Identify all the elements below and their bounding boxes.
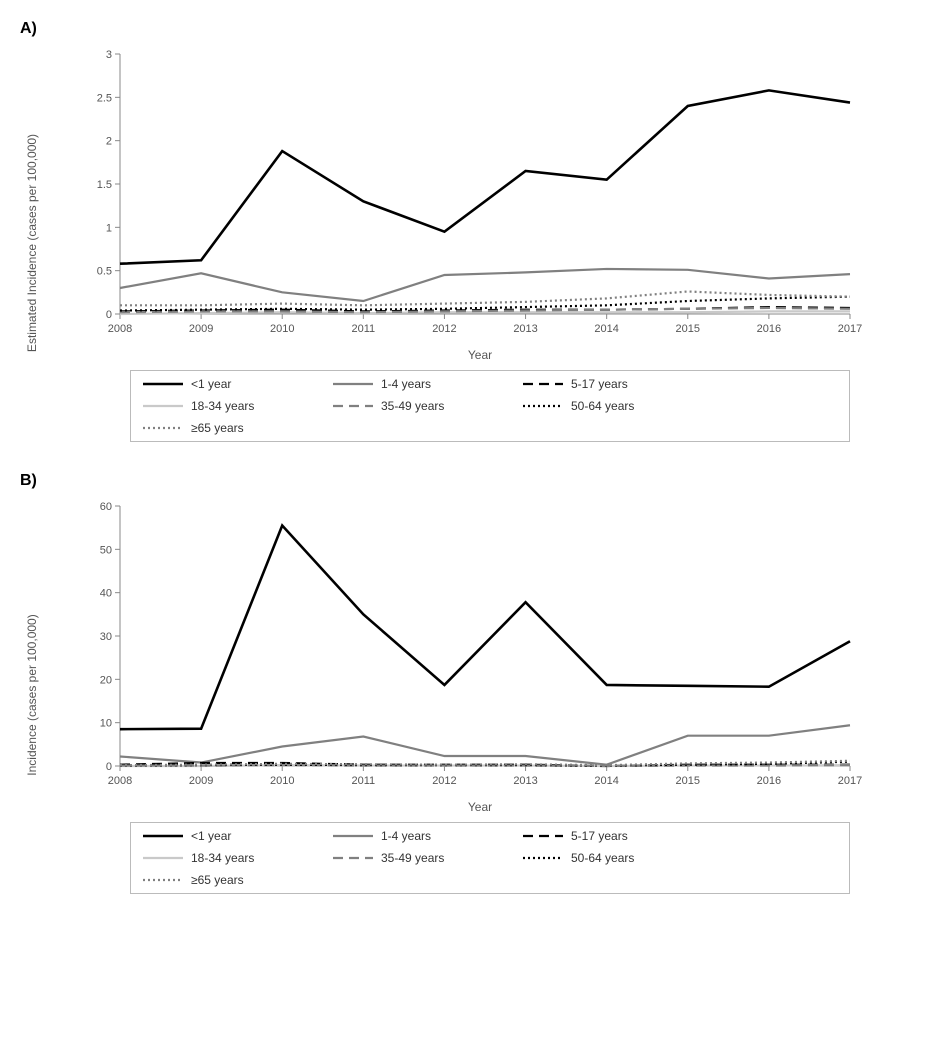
- chart-b-xlabel: Year: [50, 800, 910, 814]
- svg-text:2: 2: [106, 136, 112, 148]
- legend-item: 5-17 years: [523, 377, 673, 391]
- chart-a-svg: 0 0.5 1 1.5 2 2.5 3 2008 2009 2010 2011 2012 2013 201…: [50, 44, 870, 344]
- svg-text:2009: 2009: [189, 775, 213, 787]
- legend-label: 1-4 years: [381, 377, 431, 391]
- legend-label: 35-49 years: [381, 851, 444, 865]
- svg-text:2016: 2016: [757, 775, 781, 787]
- chart-b-ylabel: Incidence (cases per 100,000): [25, 614, 39, 775]
- panel-b: B) Incidence (cases per 100,000) 0 10 20 30…: [20, 472, 914, 894]
- svg-text:60: 60: [100, 501, 112, 513]
- legend-label: <1 year: [191, 829, 231, 843]
- svg-text:2017: 2017: [838, 323, 862, 335]
- series-line: [120, 526, 850, 730]
- legend-item: 5-17 years: [523, 829, 673, 843]
- svg-text:3: 3: [106, 49, 112, 61]
- svg-text:2008: 2008: [108, 323, 132, 335]
- chart-b-svg: 0 10 20 30 40 50 60 2008 2009 2010 2011 2012 2013 201…: [50, 496, 870, 796]
- legend-item: 18-34 years: [143, 851, 293, 865]
- legend-item: 35-49 years: [333, 399, 483, 413]
- svg-text:2013: 2013: [513, 775, 537, 787]
- series-line: [120, 90, 850, 263]
- legend-item: 50-64 years: [523, 851, 673, 865]
- svg-text:0: 0: [106, 309, 112, 321]
- svg-text:0.5: 0.5: [97, 266, 112, 278]
- legend-label: <1 year: [191, 377, 231, 391]
- legend-label: 50-64 years: [571, 851, 634, 865]
- svg-text:50: 50: [100, 544, 112, 556]
- legend-label: ≥65 years: [191, 873, 244, 887]
- svg-text:1.5: 1.5: [97, 179, 112, 191]
- svg-text:40: 40: [100, 588, 112, 600]
- series-line: [120, 725, 850, 764]
- legend-swatch: [333, 399, 373, 413]
- chart-a-wrap: Estimated Incidence (cases per 100,000) …: [50, 44, 910, 442]
- legend-item: 18-34 years: [143, 399, 293, 413]
- panel-a: A) Estimated Incidence (cases per 100,00…: [20, 20, 914, 442]
- panel-a-label: A): [20, 20, 914, 38]
- chart-a-xlabel: Year: [50, 348, 910, 362]
- legend-swatch: [143, 829, 183, 843]
- legend-item: <1 year: [143, 377, 293, 391]
- svg-text:2017: 2017: [838, 775, 862, 787]
- legend-label: 1-4 years: [381, 829, 431, 843]
- legend-item: ≥65 years: [143, 873, 293, 887]
- svg-text:2014: 2014: [594, 323, 618, 335]
- svg-text:10: 10: [100, 718, 112, 730]
- legend-label: 50-64 years: [571, 399, 634, 413]
- legend-item: ≥65 years: [143, 421, 293, 435]
- legend-item: 50-64 years: [523, 399, 673, 413]
- legend-swatch: [143, 377, 183, 391]
- legend-label: 5-17 years: [571, 829, 628, 843]
- series-line: [120, 269, 850, 301]
- svg-text:2008: 2008: [108, 775, 132, 787]
- svg-text:2016: 2016: [757, 323, 781, 335]
- legend-swatch: [523, 851, 563, 865]
- legend-swatch: [143, 873, 183, 887]
- legend-swatch: [333, 851, 373, 865]
- svg-text:2009: 2009: [189, 323, 213, 335]
- legend-item: <1 year: [143, 829, 293, 843]
- legend-swatch: [523, 399, 563, 413]
- legend-label: ≥65 years: [191, 421, 244, 435]
- legend-swatch: [333, 829, 373, 843]
- legend-swatch: [333, 377, 373, 391]
- chart-b-wrap: Incidence (cases per 100,000) 0102030405…: [50, 496, 910, 894]
- svg-text:2015: 2015: [676, 775, 700, 787]
- svg-text:2014: 2014: [594, 775, 618, 787]
- legend-b: <1 year 1-4 years 5-17 years 18-34 years 35-…: [130, 822, 850, 894]
- svg-text:2012: 2012: [432, 323, 456, 335]
- legend-label: 35-49 years: [381, 399, 444, 413]
- svg-text:2012: 2012: [432, 775, 456, 787]
- svg-text:2011: 2011: [352, 775, 376, 787]
- svg-text:2011: 2011: [352, 323, 376, 335]
- legend-label: 5-17 years: [571, 377, 628, 391]
- legend-label: 18-34 years: [191, 399, 254, 413]
- svg-text:1: 1: [106, 222, 112, 234]
- legend-item: 1-4 years: [333, 829, 483, 843]
- legend-swatch: [143, 421, 183, 435]
- legend-swatch: [143, 851, 183, 865]
- svg-text:30: 30: [100, 631, 112, 643]
- svg-text:20: 20: [100, 674, 112, 686]
- svg-text:2015: 2015: [676, 323, 700, 335]
- legend-item: 35-49 years: [333, 851, 483, 865]
- svg-text:2013: 2013: [513, 323, 537, 335]
- svg-text:2.5: 2.5: [97, 92, 112, 104]
- panel-b-label: B): [20, 472, 914, 490]
- svg-text:0: 0: [106, 761, 112, 773]
- chart-a-ylabel: Estimated Incidence (cases per 100,000): [25, 134, 39, 352]
- legend-label: 18-34 years: [191, 851, 254, 865]
- svg-text:2010: 2010: [270, 323, 294, 335]
- legend-swatch: [523, 377, 563, 391]
- legend-a: <1 year 1-4 years 5-17 years 18-34 years 35-…: [130, 370, 850, 442]
- svg-text:2010: 2010: [270, 775, 294, 787]
- legend-swatch: [143, 399, 183, 413]
- legend-item: 1-4 years: [333, 377, 483, 391]
- legend-swatch: [523, 829, 563, 843]
